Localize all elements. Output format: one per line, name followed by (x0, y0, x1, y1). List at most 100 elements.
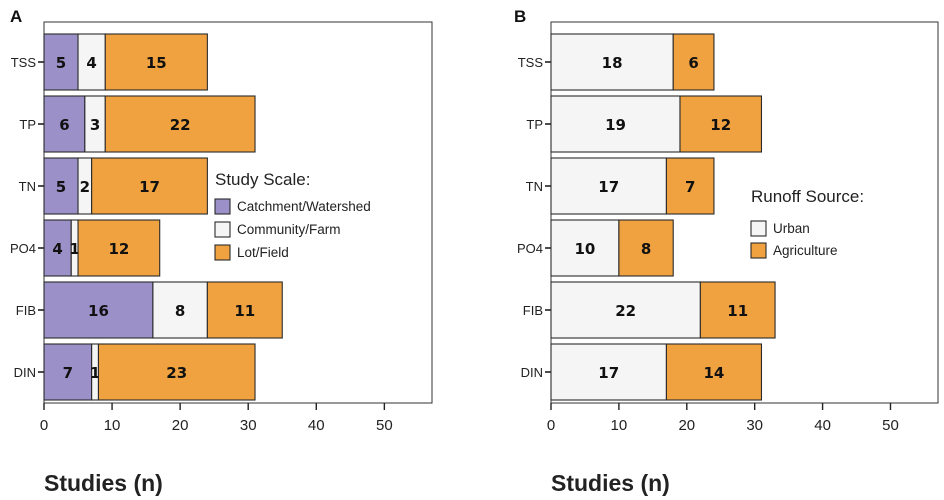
panel-b-bar-tss-agriculture (672, 33, 715, 91)
panel-a-data-label: 5 (56, 54, 66, 72)
panel-b-data-label: 18 (602, 54, 623, 72)
panel-b-data-label: 10 (575, 240, 596, 258)
panel-a-y-tick-label: TN (19, 179, 36, 194)
panel-b-x-tick-label: 0 (547, 417, 555, 434)
panel-b-bar-din-urban (550, 343, 667, 401)
panel-b-bars: 18 6 19 12 17 7 10 8 22 11 17 14 (550, 33, 776, 401)
panel-a-x-tick-label: 30 (240, 417, 257, 434)
panel-a-letter: A (10, 7, 22, 26)
panel-b-data-label: 22 (615, 302, 636, 320)
panel-b-bar-tp-urban (550, 95, 681, 153)
panel-a-y-tick-label: DIN (14, 365, 36, 380)
panel-a-data-label: 6 (59, 116, 69, 134)
panel-b-y-tick-label: FIB (523, 303, 543, 318)
panel-a-data-label: 5 (56, 178, 66, 196)
panel-b-y-tick-label: DIN (521, 365, 543, 380)
panel-a-data-label: 1 (69, 240, 79, 258)
panel-a-bar-tp-lot-field (104, 95, 256, 153)
panel-b-bar-po4-agriculture (618, 219, 674, 277)
panel-b-legend-items: Urban Agriculture (750, 220, 838, 259)
panel-a-legend-items: Catchment/Watershed Community/Farm Lot/Fie… (214, 198, 371, 261)
panel-b-legend-swatch-urban (750, 220, 767, 237)
panel-a-bar-tss-lot-field (104, 33, 208, 91)
panel-a-legend-swatch-catchment-watershed (214, 198, 231, 215)
panel-a-bar-tn-lot-field (91, 157, 208, 215)
panel-b-x-tick-label: 50 (882, 417, 899, 434)
panel-a-bar-po4-lot-field (77, 219, 161, 277)
panel-a-x-tick-label: 40 (308, 417, 325, 434)
panel-b-bar-tn-agriculture (665, 157, 715, 215)
panel-a-data-label: 8 (175, 302, 185, 320)
panel-a-x-tick-label: 0 (40, 417, 48, 434)
panel-b-y-tick-label: TN (526, 179, 543, 194)
panel-b-x-axis: 0 10 20 30 40 50 (547, 403, 899, 434)
panel-a-data-label: 4 (86, 54, 96, 72)
panel-a-x-tick-label: 50 (376, 417, 393, 434)
panel-b: B 18 6 19 12 17 7 10 8 22 11 17 14 TSS TP TN PO4 FIB DIN… (514, 7, 939, 496)
panel-b-legend-label: Agriculture (773, 243, 838, 258)
panel-b-legend: Runoff Source: Urban Agriculture (750, 187, 864, 259)
panel-a-data-label: 11 (234, 302, 255, 320)
panel-a-data-label: 1 (90, 364, 100, 382)
panel-b-y-axis: TSS TP TN PO4 FIB DIN (517, 55, 551, 380)
panel-b-data-label: 11 (727, 302, 748, 320)
panel-b-legend-title: Runoff Source: (751, 187, 864, 206)
panel-a-data-label: 2 (80, 178, 90, 196)
panel-b-legend-label: Urban (773, 221, 810, 236)
panel-a-data-label: 3 (90, 116, 100, 134)
panel-b-data-label: 12 (710, 116, 731, 134)
panel-b-data-label: 6 (688, 54, 698, 72)
panel-b-bar-tn-urban (550, 157, 667, 215)
panel-b-data-label: 17 (598, 178, 619, 196)
panel-a-y-tick-label: TP (19, 117, 36, 132)
panel-a-legend-swatch-community-farm (214, 221, 231, 238)
panel-a-bar-tss-community-farm (77, 33, 106, 91)
panel-b-bar-tp-agriculture (679, 95, 763, 153)
panel-b-x-tick-label: 30 (746, 417, 763, 434)
panel-b-legend-swatch-agriculture (750, 242, 767, 259)
panel-a-y-tick-label: TSS (11, 55, 37, 70)
panel-a-y-tick-label: PO4 (10, 241, 36, 256)
panel-b-x-axis-title: Studies (n) (551, 470, 670, 496)
panel-b-data-label: 17 (598, 364, 619, 382)
panel-b-y-tick-label: PO4 (517, 241, 543, 256)
panel-b-data-label: 19 (605, 116, 626, 134)
panel-a-bar-tss-catchment-watershed (43, 33, 79, 91)
panel-b-data-label: 14 (704, 364, 725, 382)
panel-a-legend-label: Community/Farm (237, 222, 341, 237)
panel-b-data-label: 7 (685, 178, 695, 196)
panel-a-bar-tn-catchment-watershed (43, 157, 79, 215)
panel-b-y-tick-label: TP (526, 117, 543, 132)
panel-a-legend-swatch-lot-field (214, 244, 231, 261)
panel-a-data-label: 4 (52, 240, 62, 258)
panel-b-x-tick-label: 40 (814, 417, 831, 434)
panel-a-data-label: 16 (88, 302, 109, 320)
panel-b-bar-din-agriculture (665, 343, 763, 401)
panel-b-letter: B (514, 7, 526, 26)
panel-a-bar-din-lot-field (97, 343, 256, 401)
panel-b-x-tick-label: 20 (678, 417, 695, 434)
panel-a-x-axis-title: Studies (n) (44, 470, 163, 496)
panel-a-x-axis: 0 10 20 30 40 50 (40, 403, 393, 434)
panel-a-legend-label: Catchment/Watershed (237, 199, 371, 214)
panel-a-y-tick-label: FIB (16, 303, 36, 318)
panel-a-bar-fib-catchment-watershed (43, 281, 154, 339)
panel-b-bar-po4-urban (550, 219, 620, 277)
panel-a-legend-title: Study Scale: (215, 170, 310, 189)
panel-a-x-tick-label: 10 (104, 417, 121, 434)
panel-b-y-tick-label: TSS (518, 55, 544, 70)
panel-b-bar-fib-agriculture (699, 281, 776, 339)
panel-a-data-label: 12 (108, 240, 129, 258)
panel-a-legend-label: Lot/Field (237, 245, 289, 260)
panel-a-data-label: 17 (139, 178, 160, 196)
panel-a-data-label: 22 (170, 116, 191, 134)
panel-a-bar-fib-lot-field (206, 281, 283, 339)
panel-a-legend: Study Scale: Catchment/Watershed Communit… (214, 170, 371, 261)
panel-a-data-label: 15 (146, 54, 167, 72)
panel-b-bar-tss-urban (550, 33, 674, 91)
panel-a-data-label: 23 (166, 364, 187, 382)
panel-a-y-axis: TSS TP TN PO4 FIB DIN (10, 55, 44, 380)
